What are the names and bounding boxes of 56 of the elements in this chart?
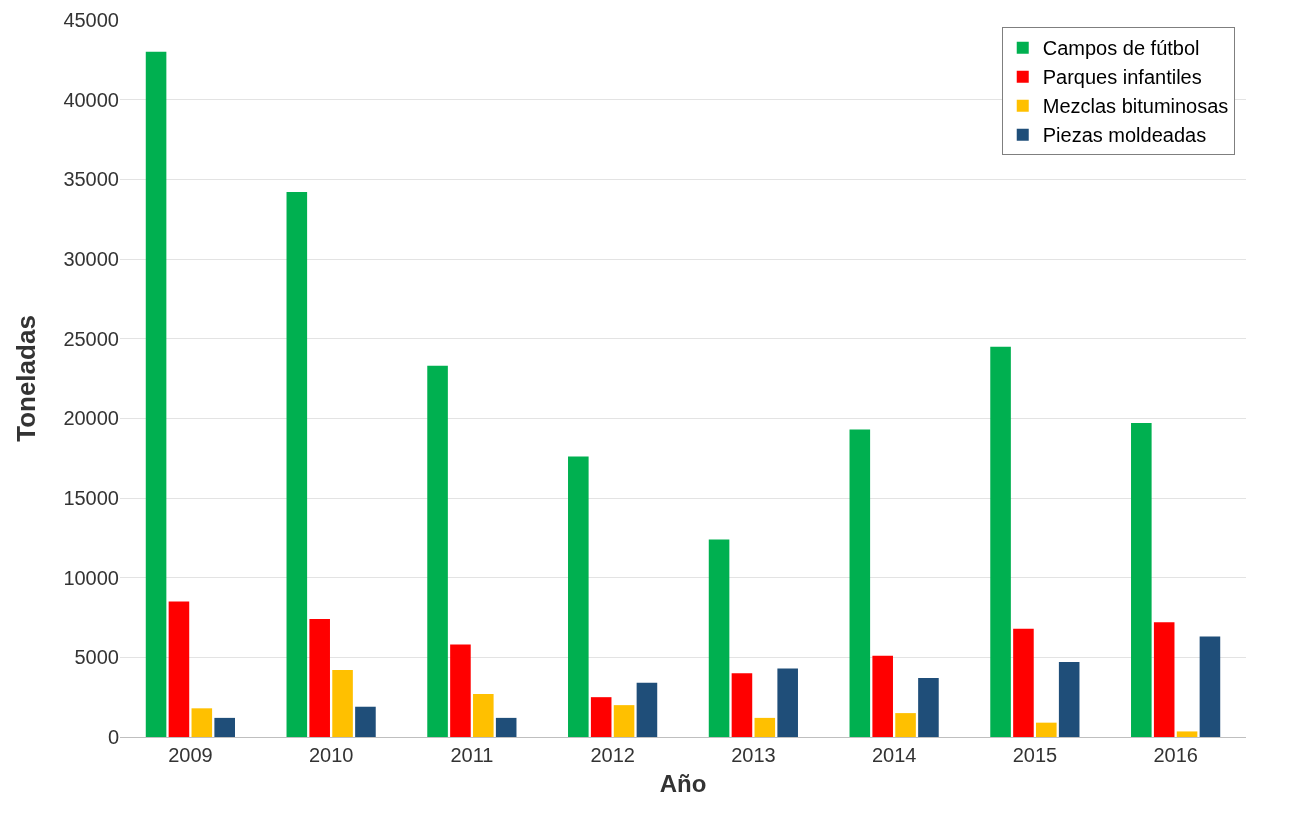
bar [590, 697, 612, 737]
bar [495, 717, 517, 737]
bar [309, 619, 330, 737]
y-tick-label: 20000 [63, 407, 119, 430]
bar [872, 655, 893, 737]
y-tick-label: 30000 [63, 248, 119, 270]
bar [708, 539, 730, 737]
bar [191, 708, 213, 737]
x-tick-label: 2009 [168, 744, 213, 766]
y-tick-label: 0 [107, 726, 119, 748]
x-tick-label: 2010 [308, 744, 354, 766]
legend-label: Parques infantiles [1042, 66, 1202, 89]
bar [450, 644, 471, 737]
y-tick-label: 5000 [74, 646, 119, 669]
legend-label: Campos de fútbol [1042, 37, 1200, 60]
bar [1013, 628, 1034, 737]
bar [1058, 662, 1080, 737]
legend-label: Piezas moldeadas [1042, 124, 1207, 147]
y-tick-label: 25000 [63, 327, 119, 350]
bar [1199, 636, 1221, 737]
y-tick-label: 40000 [63, 88, 119, 111]
bar [990, 346, 1011, 737]
y-axis-title: Toneladas [10, 315, 41, 442]
x-tick-label: 2015 [1012, 744, 1058, 766]
y-tick-label: 35000 [63, 168, 119, 191]
bar [777, 668, 798, 737]
bar [613, 705, 635, 737]
bar [145, 51, 167, 737]
y-tick-label: 15000 [63, 487, 119, 509]
x-tick-label: 2012 [590, 744, 635, 766]
bar [731, 673, 753, 737]
bar [1036, 722, 1057, 737]
x-axis-title: Año [659, 770, 707, 798]
y-tick-label: 45000 [63, 9, 119, 31]
x-tick-label: 2013 [731, 744, 776, 766]
bar [1131, 423, 1152, 737]
bar [1176, 731, 1198, 737]
y-tick-label: 10000 [63, 566, 119, 589]
bar [427, 365, 448, 737]
bar [849, 429, 871, 737]
x-tick-label: 2011 [450, 744, 494, 766]
bar [214, 717, 235, 737]
bar [754, 717, 776, 737]
bar [895, 713, 916, 737]
legend-label: Mezclas bituminosas [1042, 95, 1229, 118]
bar [332, 670, 353, 737]
bar [355, 706, 376, 737]
bar [636, 682, 658, 737]
x-tick-label: 2016 [1153, 744, 1198, 766]
bar [918, 678, 939, 737]
x-tick-label: 2014 [871, 744, 917, 766]
bar [568, 456, 589, 737]
bar [286, 192, 308, 737]
bar [473, 693, 494, 737]
bar [168, 601, 190, 737]
bar [1153, 622, 1175, 737]
